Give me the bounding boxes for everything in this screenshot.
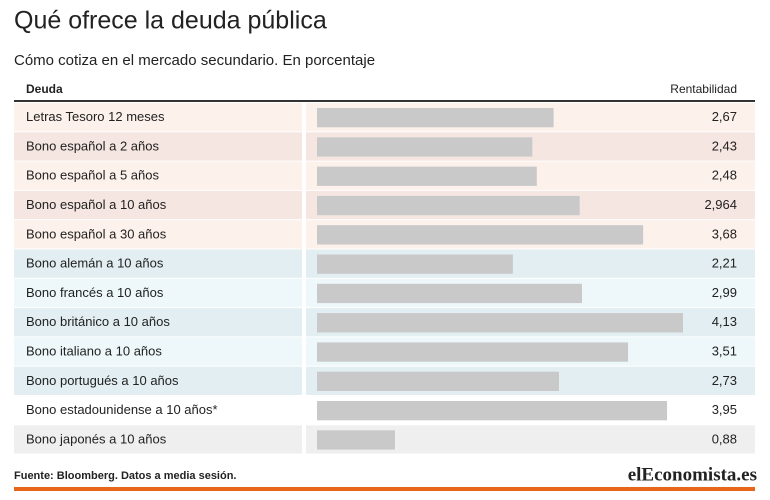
value-label: 3,95 [712, 402, 737, 417]
chart-subtitle: Cómo cotiza en el mercado secundario. En… [14, 52, 375, 69]
category-label: Letras Tesoro 12 meses [26, 109, 165, 124]
value-label: 2,48 [712, 168, 737, 183]
row-label-cell [14, 425, 302, 454]
bar [317, 108, 554, 128]
category-label: Bono británico a 10 años [26, 314, 170, 329]
category-label: Bono estadounidense a 10 años* [26, 402, 218, 417]
category-label: Bono japonés a 10 años [26, 431, 167, 446]
category-label: Bono español a 2 años [26, 138, 159, 153]
row-label-cell [14, 132, 302, 161]
bar [317, 137, 533, 157]
header-rule [14, 100, 755, 102]
chart-title: Qué ofrece la deuda pública [14, 7, 327, 35]
value-label: 3,51 [712, 343, 737, 358]
value-label: 2,99 [712, 285, 737, 300]
bar [317, 401, 668, 421]
row-label-cell [14, 190, 302, 220]
bar [317, 225, 644, 245]
bar [317, 195, 580, 216]
bar [317, 313, 683, 333]
footer-rule [14, 487, 755, 491]
bar [317, 166, 537, 186]
value-label: 2,43 [712, 138, 737, 153]
value-label: 2,67 [712, 109, 737, 124]
value-label: 2,73 [712, 373, 737, 388]
bar [317, 430, 395, 450]
bar [317, 254, 513, 274]
row-label-cell [14, 396, 302, 425]
logo: elEconomista.es [628, 464, 757, 485]
column-header: Rentabilidad [670, 82, 737, 96]
value-label: 4,13 [712, 314, 737, 329]
row-label-cell [14, 366, 302, 395]
category-label: Bono español a 10 años [26, 197, 167, 212]
category-label: Bono español a 30 años [26, 226, 167, 241]
bar [317, 342, 629, 362]
bar [317, 371, 559, 391]
row-label-cell [14, 161, 302, 190]
row-label-cell [14, 249, 302, 278]
row-label-cell [14, 308, 302, 337]
source: Fuente: Bloomberg. Datos a media sesión. [14, 470, 237, 482]
category-label: Bono alemán a 10 años [26, 256, 164, 271]
category-label: Bono francés a 10 años [26, 285, 164, 300]
category-label: Bono italiano a 10 años [26, 343, 162, 358]
value-label: 3,68 [712, 226, 737, 241]
row-label-cell [14, 278, 302, 308]
value-label: 2,21 [712, 256, 737, 271]
value-label: 2,964 [704, 197, 737, 212]
row-label-cell [14, 220, 302, 249]
row-label-cell [14, 103, 302, 132]
row-label-cell [14, 337, 302, 366]
bar [317, 283, 582, 304]
category-label: Bono español a 5 años [26, 168, 159, 183]
category-label: Bono portugués a 10 años [26, 373, 179, 388]
value-label: 0,88 [712, 431, 737, 446]
column-header: Deuda [26, 82, 63, 96]
